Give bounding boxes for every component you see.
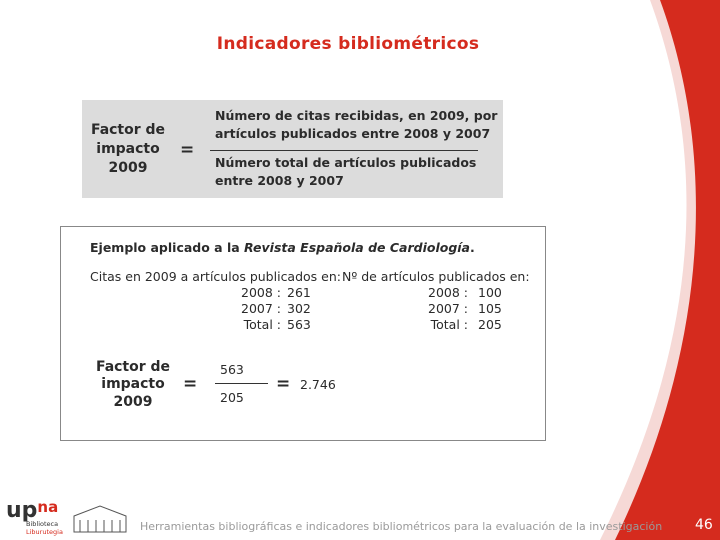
row-label: 2008 : (428, 285, 468, 300)
row-value: 100 (478, 285, 502, 300)
result-lhs: Factor de (95, 359, 171, 375)
logo-line: Liburutegia (26, 528, 63, 536)
equals: = (183, 374, 198, 394)
result-lhs: 2009 (113, 394, 153, 410)
logo-line: Biblioteca (26, 520, 59, 528)
logo-na: na (37, 498, 59, 516)
logo-up: up (6, 498, 38, 523)
row-value: 302 (287, 301, 311, 316)
citations-label: Citas en 2009 a artículos publicados en: (90, 269, 341, 284)
row-value: 205 (478, 317, 502, 332)
row-value: 563 (287, 317, 311, 332)
numerator: Número de citas recibidas, en 2009, por (215, 108, 498, 123)
row-label: 2007 : (241, 301, 281, 316)
footer-text: Herramientas bibliográficas e indicadore… (140, 520, 663, 533)
heading-prefix: Ejemplo aplicado a la (90, 240, 245, 255)
title: Indicadores bibliométricos (216, 34, 480, 54)
denominator: Número total de artículos publicados (215, 155, 477, 170)
journal: Revista Española de Cardiología (244, 240, 470, 255)
row-value: 105 (478, 301, 502, 316)
equals: = (276, 374, 291, 394)
row-label: 2007 : (428, 301, 468, 316)
row-label: Total : (243, 317, 281, 332)
row-label: Total : (430, 317, 468, 332)
definition-box (82, 100, 503, 198)
result-value: 2.746 (300, 377, 336, 392)
building-icon (73, 505, 127, 533)
result-denominator: 205 (220, 390, 244, 405)
definition-lhs: Factor de (90, 122, 166, 138)
row-value: 261 (287, 285, 311, 300)
definition-lhs: 2009 (108, 160, 148, 176)
result-lhs: impacto (101, 376, 165, 392)
row-label: 2008 : (241, 285, 281, 300)
denominator: entre 2008 y 2007 (215, 173, 344, 188)
equals: = (180, 140, 195, 160)
fraction-line (210, 150, 478, 151)
example-heading: Ejemplo aplicado a la Revista Española d… (90, 240, 475, 255)
example-box (60, 226, 546, 441)
swoosh (615, 0, 720, 540)
articles-label: Nº de artículos publicados en: (342, 269, 530, 284)
logo: upna (6, 500, 58, 522)
fraction-line (215, 383, 268, 384)
columns (79, 520, 121, 532)
definition-lhs: impacto (96, 141, 160, 157)
result-numerator: 563 (220, 362, 244, 377)
page-number: 46 (695, 517, 713, 533)
numerator: artículos publicados entre 2008 y 2007 (215, 126, 491, 141)
heading-suffix: . (470, 240, 475, 255)
building (73, 505, 127, 533)
